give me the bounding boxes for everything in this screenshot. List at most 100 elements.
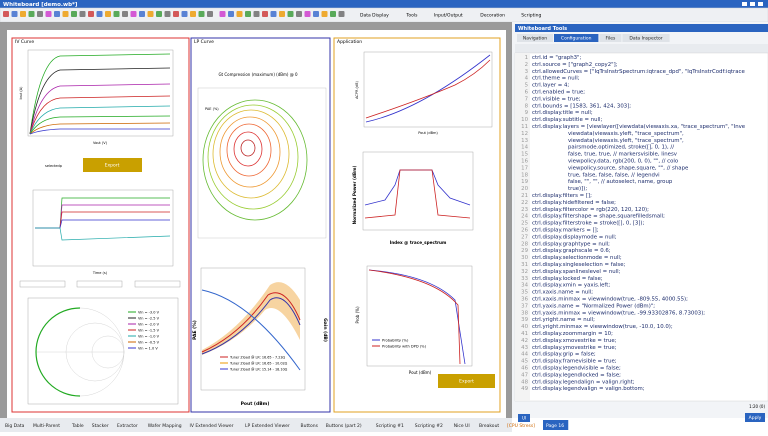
tab-label[interactable]: Multi-Parent (33, 423, 60, 429)
menu[interactable]: Input/Output (434, 13, 463, 19)
tool-icon[interactable] (156, 11, 162, 17)
tool-icon[interactable] (321, 11, 328, 17)
tool-icon[interactable] (20, 11, 26, 17)
code-line: ctrl.display.spanlineslevel = null; (532, 269, 621, 275)
tab-label[interactable]: Big Data (5, 423, 25, 429)
apply-button[interactable] (745, 413, 765, 422)
tool-icon[interactable] (262, 11, 268, 17)
tool-icon[interactable] (198, 11, 205, 17)
tab-label[interactable]: Scripting #2 (415, 423, 443, 429)
tool-icon[interactable] (236, 11, 243, 17)
tool-icon[interactable] (181, 11, 188, 17)
menu[interactable]: Tools (405, 13, 418, 19)
tab-label[interactable]: Stacker (92, 423, 109, 429)
menu[interactable]: Scripting (521, 13, 541, 19)
toolbar-icons[interactable] (3, 11, 345, 17)
tab-label[interactable]: Table (71, 423, 84, 429)
panel-title: IV Curve (15, 39, 34, 45)
tab-label[interactable]: LP Extended Viewer (245, 423, 290, 429)
tab-label[interactable]: [CPU Stress] (507, 423, 535, 429)
code-line: ctrl.display.layers = [viewlayer([viewda… (532, 124, 746, 130)
tool-icon[interactable] (79, 11, 86, 17)
spectrum-chart (362, 151, 474, 231)
line-number: 24 (521, 214, 528, 220)
line-number: 11 (521, 124, 528, 130)
code-editor[interactable] (514, 52, 768, 402)
tab-label[interactable]: Breakout (479, 423, 499, 429)
line-number: 12 (521, 131, 528, 137)
tab[interactable] (599, 34, 622, 42)
tool-icon[interactable] (253, 11, 260, 17)
legend-label: Probability with DPD (%) (382, 345, 427, 349)
line-number: 6 (525, 90, 529, 96)
window-controls[interactable] (742, 2, 763, 6)
code-line: true)]); (532, 186, 587, 192)
tool-icon[interactable] (11, 11, 18, 17)
code-line: ctrl.allowedCurves = ["IqTrsInstrSpectru… (532, 69, 745, 75)
tab[interactable] (554, 34, 599, 42)
tool-icon[interactable] (122, 11, 128, 17)
inputs[interactable] (19, 280, 181, 288)
tool-icon[interactable] (139, 11, 145, 17)
tool-icon[interactable] (270, 11, 277, 17)
legend-label: Tuner Zload @ LR: 16.65 - 10.02Ω (229, 362, 288, 366)
tab-label[interactable]: Buttons (301, 423, 319, 429)
tool-icon[interactable] (330, 11, 336, 17)
tab-label[interactable]: Extractor (117, 423, 138, 429)
tool-icon[interactable] (147, 11, 154, 17)
tool-icon[interactable] (279, 11, 285, 17)
code-line: ctrl.layer = 4; (532, 83, 569, 89)
export-button[interactable] (438, 374, 495, 388)
line-number: 15 (521, 152, 528, 158)
line-number: 48 (521, 379, 528, 385)
menu[interactable]: Data Display (360, 13, 389, 19)
tool-icon[interactable] (296, 11, 302, 17)
tool-icon[interactable] (228, 11, 234, 17)
tool-icon[interactable] (164, 11, 171, 17)
menu[interactable]: Decoration (480, 13, 505, 19)
tool-icon[interactable] (313, 11, 319, 17)
tool-icon[interactable] (190, 11, 196, 17)
tool-icon[interactable] (113, 11, 120, 17)
code-line: ctrl.display.selectionmode = null; (532, 255, 622, 261)
legend-label: Vin = -0.5 V (138, 341, 160, 345)
tool-icon[interactable] (207, 11, 213, 17)
axis-label: ACPR (dB) (355, 80, 359, 98)
tool-icon[interactable] (54, 11, 60, 17)
tool-icon[interactable] (28, 11, 35, 17)
tool-icon[interactable] (62, 11, 69, 17)
ui-button[interactable] (518, 414, 530, 422)
tab[interactable] (517, 34, 553, 42)
tool-icon[interactable] (37, 11, 43, 17)
tool-icon[interactable] (130, 11, 137, 17)
line-number: 18 (521, 172, 528, 178)
tab[interactable] (622, 34, 670, 42)
tool-icon[interactable] (3, 11, 9, 17)
line-number: 44 (521, 352, 528, 358)
line-number: 42 (521, 338, 528, 344)
tool-icon[interactable] (304, 11, 311, 17)
tool-icon[interactable] (88, 11, 94, 17)
gutter (515, 53, 530, 401)
axis-label: Vout (V) (93, 141, 108, 145)
tab-label[interactable]: Wafer Mapping (148, 423, 182, 429)
tab-label[interactable]: Nice UI (454, 423, 470, 429)
tool-icon[interactable] (105, 11, 111, 17)
tool-icon[interactable] (45, 11, 52, 17)
tab-label[interactable]: IV Extended Viewer (190, 423, 234, 429)
export-button[interactable] (83, 158, 142, 172)
tool-icon[interactable] (338, 11, 345, 17)
tool-icon[interactable] (287, 11, 294, 17)
tab-label[interactable]: Scripting #1 (376, 423, 404, 429)
tool-icon[interactable] (219, 11, 226, 17)
tab[interactable] (543, 420, 569, 430)
tool-icon[interactable] (96, 11, 103, 17)
tool-icon[interactable] (71, 11, 77, 17)
line-number: 40 (521, 324, 528, 330)
tab-label[interactable]: Page 16 (546, 423, 564, 429)
tool-icon[interactable] (245, 11, 251, 17)
tab-label[interactable]: Buttons (part 2) (326, 423, 362, 429)
spectrum-trace (364, 169, 471, 219)
tool-icon[interactable] (173, 11, 179, 17)
code-line: ctrl.yaxis.name = "Normalized Power (dBm… (532, 303, 655, 309)
